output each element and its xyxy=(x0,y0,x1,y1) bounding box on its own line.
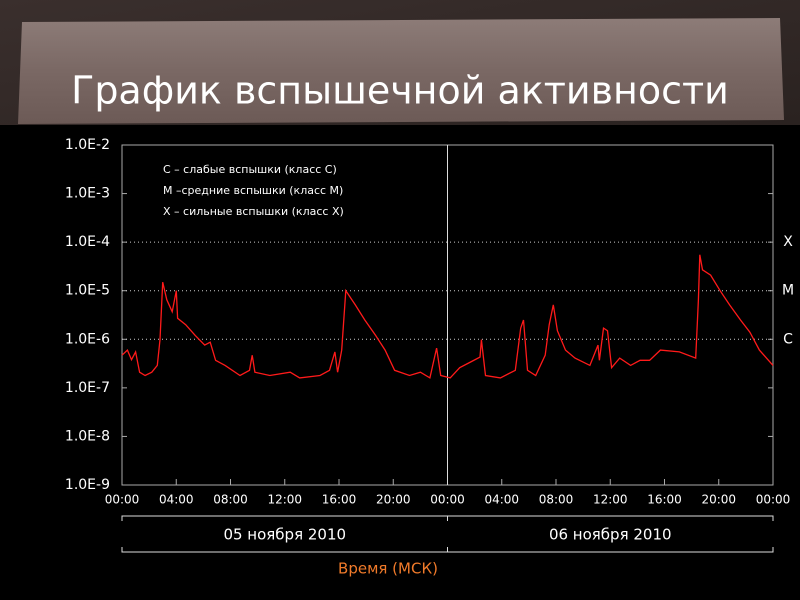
class-level-label: X xyxy=(783,234,793,250)
class-level-label: C xyxy=(783,331,793,347)
day-label: 06 ноября 2010 xyxy=(549,526,672,544)
y-tick-label: 1.0E-3 xyxy=(65,186,110,202)
y-tick-label: 1.0E-4 xyxy=(65,234,110,250)
chart-bg xyxy=(0,125,800,600)
class-level-label: M xyxy=(782,283,794,299)
x-tick-label: 08:00 xyxy=(539,493,574,507)
x-tick-label: 04:00 xyxy=(159,493,194,507)
x-tick-label: 20:00 xyxy=(701,493,736,507)
banner-paper xyxy=(18,18,784,124)
x-tick-label: 16:00 xyxy=(322,493,357,507)
y-tick-label: 1.0E-5 xyxy=(65,283,110,299)
x-tick-label: 04:00 xyxy=(484,493,519,507)
legend-text: X – сильные вспышки (класс X) xyxy=(163,205,344,218)
y-tick-label: 1.0E-8 xyxy=(65,428,110,444)
day-bracket xyxy=(447,547,774,553)
y-tick-label: 1.0E-6 xyxy=(65,331,110,347)
x-tick-label: 12:00 xyxy=(267,493,302,507)
x-tick-label: 20:00 xyxy=(376,493,411,507)
x-tick-label: 12:00 xyxy=(593,493,628,507)
slide-title: График вспышечной активности xyxy=(71,69,729,113)
flux-line xyxy=(121,254,774,379)
x-tick-label: 00:00 xyxy=(105,493,140,507)
x-tick-label: 16:00 xyxy=(647,493,682,507)
day-bracket xyxy=(447,515,774,521)
y-tick-label: 1.0E-9 xyxy=(65,477,110,493)
x-tick-label: 08:00 xyxy=(213,493,248,507)
day-label: 05 ноября 2010 xyxy=(223,526,346,544)
legend-text: C – слабые вспышки (класс C) xyxy=(163,163,337,176)
x-tick-label: 00:00 xyxy=(756,493,791,507)
y-tick-label: 1.0E-7 xyxy=(65,380,110,396)
x-tick-label: 00:00 xyxy=(430,493,465,507)
y-tick-label: 1.0E-2 xyxy=(65,137,110,153)
x-axis-title: Время (МСК) xyxy=(338,560,438,578)
legend-text: M –средние вспышки (класс M) xyxy=(163,184,343,197)
